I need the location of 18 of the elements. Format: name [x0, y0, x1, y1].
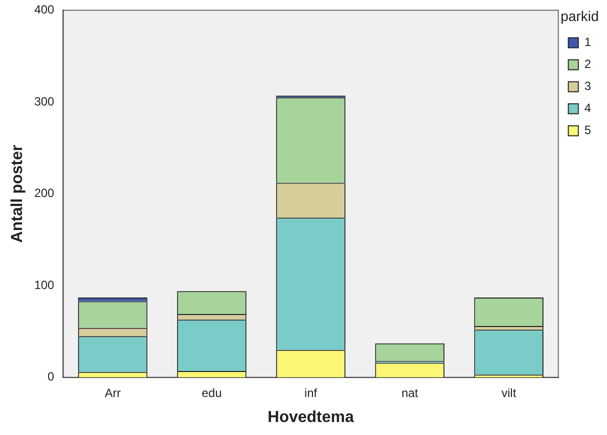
legend-label: 5 — [584, 123, 592, 138]
x-tick-label: vilt — [501, 386, 517, 400]
x-tick-label: Arr — [104, 386, 121, 400]
legend-label: 2 — [584, 57, 592, 72]
y-tick-label: 300 — [34, 94, 55, 108]
y-tick-label: 200 — [34, 186, 55, 200]
legend-label: 3 — [584, 79, 592, 94]
y-tick-label: 100 — [34, 278, 55, 292]
y-tick-label: 0 — [48, 370, 55, 384]
y-tick-label: 400 — [34, 2, 55, 17]
x-tick-label: inf — [304, 386, 318, 400]
x-tick-label: edu — [202, 386, 222, 400]
x-tick-label: nat — [401, 386, 419, 400]
legend-label: 4 — [584, 101, 592, 116]
legend-label: 1 — [584, 35, 592, 50]
legend-title: parkid — [560, 8, 599, 24]
y-axis-title: Antall poster — [9, 144, 26, 243]
x-axis-title: Hovedtema — [268, 408, 354, 426]
